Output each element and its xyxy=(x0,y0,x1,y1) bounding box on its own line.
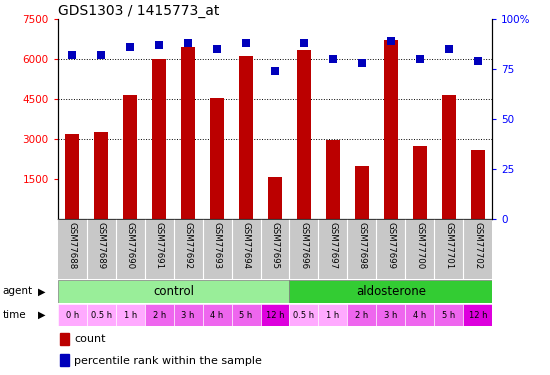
Text: control: control xyxy=(153,285,194,298)
Bar xyxy=(60,354,69,366)
Point xyxy=(184,40,192,46)
Bar xyxy=(463,304,492,326)
Bar xyxy=(355,166,369,219)
Text: GDS1303 / 1415773_at: GDS1303 / 1415773_at xyxy=(58,4,219,18)
Text: 0 h: 0 h xyxy=(65,310,79,320)
Text: GSM77698: GSM77698 xyxy=(358,222,366,270)
Bar xyxy=(434,304,463,326)
Text: ▶: ▶ xyxy=(37,310,45,320)
Text: GSM77689: GSM77689 xyxy=(97,222,106,270)
Bar xyxy=(116,304,145,326)
Text: GSM77693: GSM77693 xyxy=(212,222,222,270)
Text: 12 h: 12 h xyxy=(469,310,487,320)
Bar xyxy=(297,50,311,219)
Bar xyxy=(152,59,166,219)
Text: ▶: ▶ xyxy=(37,286,45,296)
Bar xyxy=(239,56,253,219)
Bar xyxy=(123,95,138,219)
Bar xyxy=(405,304,434,326)
Text: 5 h: 5 h xyxy=(442,310,455,320)
Text: GSM77697: GSM77697 xyxy=(328,222,338,270)
Point xyxy=(444,46,453,52)
Bar xyxy=(232,304,261,326)
Bar xyxy=(210,98,224,219)
Bar xyxy=(261,304,289,326)
Text: GSM77694: GSM77694 xyxy=(241,222,251,270)
Text: aldosterone: aldosterone xyxy=(356,285,426,298)
Text: agent: agent xyxy=(3,286,33,296)
Point xyxy=(300,40,309,46)
Point xyxy=(68,52,76,58)
Bar xyxy=(202,304,232,326)
Bar xyxy=(60,333,69,345)
Text: 3 h: 3 h xyxy=(182,310,195,320)
Bar xyxy=(174,304,202,326)
Text: GSM77702: GSM77702 xyxy=(473,222,482,270)
Text: 3 h: 3 h xyxy=(384,310,398,320)
Bar xyxy=(318,304,348,326)
Text: percentile rank within the sample: percentile rank within the sample xyxy=(74,356,262,366)
Text: GSM77695: GSM77695 xyxy=(271,222,279,270)
Point xyxy=(415,56,424,62)
Point xyxy=(474,58,482,64)
Bar xyxy=(289,280,492,303)
Bar xyxy=(348,304,376,326)
Bar xyxy=(289,304,318,326)
Text: GSM77691: GSM77691 xyxy=(155,222,164,270)
Text: count: count xyxy=(74,334,106,344)
Text: GSM77700: GSM77700 xyxy=(415,222,425,270)
Text: GSM77688: GSM77688 xyxy=(68,222,77,270)
Point xyxy=(328,56,337,62)
Bar xyxy=(145,304,174,326)
Bar xyxy=(58,280,289,303)
Bar xyxy=(442,95,456,219)
Text: 2 h: 2 h xyxy=(355,310,368,320)
Text: 0.5 h: 0.5 h xyxy=(293,310,315,320)
Point xyxy=(241,40,250,46)
Point xyxy=(271,68,279,74)
Text: time: time xyxy=(3,310,26,320)
Bar xyxy=(58,304,87,326)
Text: 0.5 h: 0.5 h xyxy=(91,310,112,320)
Text: 2 h: 2 h xyxy=(152,310,166,320)
Point xyxy=(126,44,135,50)
Text: GSM77701: GSM77701 xyxy=(444,222,453,270)
Bar xyxy=(268,177,282,219)
Point xyxy=(155,42,163,48)
Bar xyxy=(326,140,340,219)
Bar xyxy=(65,134,80,219)
Point xyxy=(97,52,106,58)
Point xyxy=(387,38,395,44)
Point xyxy=(213,46,222,52)
Text: GSM77696: GSM77696 xyxy=(299,222,309,270)
Text: 12 h: 12 h xyxy=(266,310,284,320)
Text: 1 h: 1 h xyxy=(124,310,137,320)
Text: GSM77699: GSM77699 xyxy=(386,222,395,269)
Bar xyxy=(94,132,108,219)
Bar xyxy=(181,47,195,219)
Bar xyxy=(470,150,485,219)
Point xyxy=(358,60,366,66)
Text: 4 h: 4 h xyxy=(211,310,224,320)
Text: GSM77692: GSM77692 xyxy=(184,222,192,270)
Bar xyxy=(87,304,116,326)
Text: 1 h: 1 h xyxy=(326,310,339,320)
Bar xyxy=(412,146,427,219)
Text: 5 h: 5 h xyxy=(239,310,252,320)
Text: GSM77690: GSM77690 xyxy=(125,222,135,270)
Bar xyxy=(384,40,398,219)
Text: 4 h: 4 h xyxy=(413,310,426,320)
Bar xyxy=(376,304,405,326)
